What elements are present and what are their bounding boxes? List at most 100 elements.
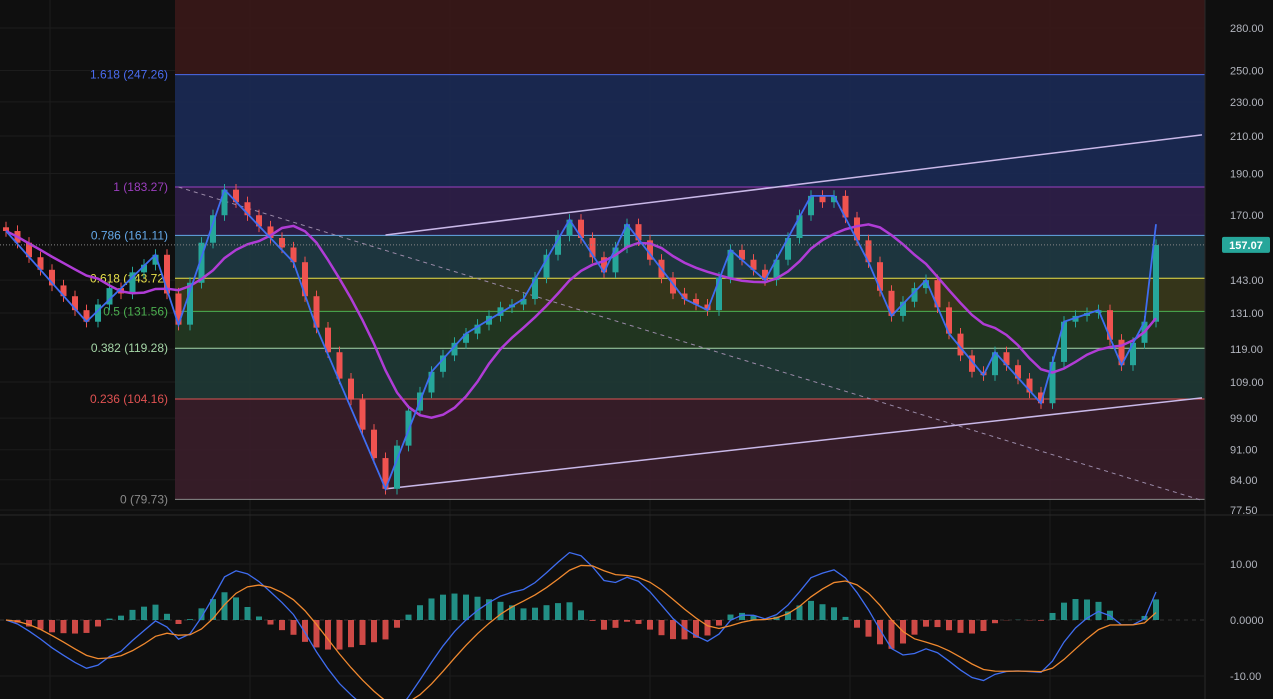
macd-histogram-bar (589, 620, 596, 621)
macd-histogram-bar (152, 604, 159, 620)
candle-body (106, 288, 113, 305)
macd-histogram-bar (290, 620, 297, 635)
macd-histogram-bar (325, 620, 331, 650)
candle-body (1153, 244, 1159, 322)
price-axis-tick: 99.00 (1230, 413, 1258, 425)
macd-histogram-bar (727, 614, 734, 620)
candle-body (164, 254, 170, 294)
candle-body (520, 298, 527, 305)
fib-zone (175, 348, 1205, 400)
price-axis-tick: 131.00 (1230, 308, 1264, 320)
candle-body (543, 254, 550, 278)
candle-body (888, 290, 895, 316)
fib-zone (175, 278, 1205, 312)
macd-histogram-bar (175, 620, 182, 625)
candle-body (1038, 392, 1044, 404)
fib-level-label: 0.786 (161.11) (91, 228, 168, 242)
macd-histogram-bar (923, 620, 929, 627)
macd-histogram-bar (417, 605, 423, 620)
candle-body (750, 259, 757, 270)
candle-body (463, 333, 469, 343)
macd-histogram-bar (428, 598, 435, 620)
candle-body (681, 293, 688, 299)
candle-body (566, 219, 573, 236)
fib-zone (175, 235, 1205, 279)
candle-body (1049, 361, 1056, 404)
price-axis-tick: 77.50 (1230, 505, 1258, 517)
candle-body (175, 293, 182, 325)
candle-body (762, 269, 768, 281)
macd-histogram-bar (670, 620, 676, 640)
macd-axis-tick: -10.00 (1230, 671, 1261, 683)
macd-histogram-bar (831, 607, 837, 620)
candle-body (900, 301, 906, 316)
candle-body (1118, 339, 1125, 366)
candle-body (313, 296, 320, 328)
fib-level-label: 1.618 (247.26) (90, 68, 168, 82)
macd-histogram-bar (164, 613, 170, 620)
macd-histogram-bar (129, 609, 136, 620)
macd-histogram-bar (969, 620, 975, 634)
candle-body (612, 247, 619, 273)
fib-level-label: 0.236 (104.16) (90, 392, 168, 406)
last-price-badge (1222, 236, 1270, 253)
macd-histogram-bar (210, 599, 216, 620)
macd-histogram-bar (348, 620, 354, 648)
candle-body (187, 282, 193, 325)
macd-histogram-bar (601, 620, 607, 630)
fib-level-label: 0 (79.73) (120, 492, 168, 506)
macd-histogram-bar (233, 597, 239, 620)
candle-body (152, 254, 159, 265)
fib-zone-top (175, 0, 1205, 75)
price-axis-tick: 190.00 (1230, 169, 1264, 181)
channel-lower-line (385, 397, 1203, 490)
candle-body (60, 285, 67, 297)
macd-histogram-bar (371, 620, 377, 643)
macd-histogram-bar (819, 604, 826, 620)
candle-body (325, 327, 331, 353)
macd-histogram-bar (555, 603, 561, 620)
macd-histogram-bar (509, 605, 515, 620)
macd-axis-tick: 10.00 (1230, 559, 1258, 571)
macd-histogram-bar (359, 620, 366, 645)
macd-line (5, 551, 1157, 699)
macd-histogram-bar (842, 616, 849, 620)
macd-histogram-bar (612, 620, 619, 628)
macd-histogram-bar (1061, 602, 1067, 620)
fib-zone (175, 74, 1205, 188)
macd-histogram-bar (302, 620, 308, 642)
candle-body (957, 333, 964, 356)
candle-body (716, 277, 722, 311)
price-axis-tick: 119.00 (1230, 344, 1263, 356)
price-axis-tick: 109.00 (1230, 377, 1264, 389)
macd-histogram-bar (796, 605, 803, 620)
macd-histogram-bar (647, 620, 653, 630)
price-axis-tick: 91.00 (1230, 445, 1258, 457)
candle-body (601, 257, 607, 273)
macd-histogram-bar (474, 596, 481, 620)
macd-histogram-bar (37, 620, 44, 630)
macd-histogram-bar (72, 620, 78, 634)
candle-body (589, 237, 596, 258)
macd-histogram-bar (141, 606, 147, 620)
candle-body (854, 217, 860, 241)
candle-body (83, 310, 90, 322)
macd-histogram-bar (520, 608, 527, 620)
candle-body (739, 249, 745, 260)
macd-histogram-bar (957, 620, 964, 633)
macd-histogram-bar (808, 600, 814, 620)
channel-upper-line (385, 134, 1203, 236)
price-axis-tick: 84.00 (1230, 475, 1258, 487)
macd-histogram-bar (1072, 599, 1079, 620)
candle-body (1026, 378, 1033, 393)
candle-body (624, 224, 630, 248)
macd-histogram-bar (49, 620, 55, 633)
macd-histogram-bar (888, 620, 895, 649)
candle-body (3, 227, 9, 232)
zigzag-line (5, 187, 1157, 492)
macd-histogram-bar (1038, 620, 1044, 621)
candle-body (1015, 365, 1021, 379)
candle-body (198, 242, 205, 283)
candle-body (911, 288, 918, 302)
